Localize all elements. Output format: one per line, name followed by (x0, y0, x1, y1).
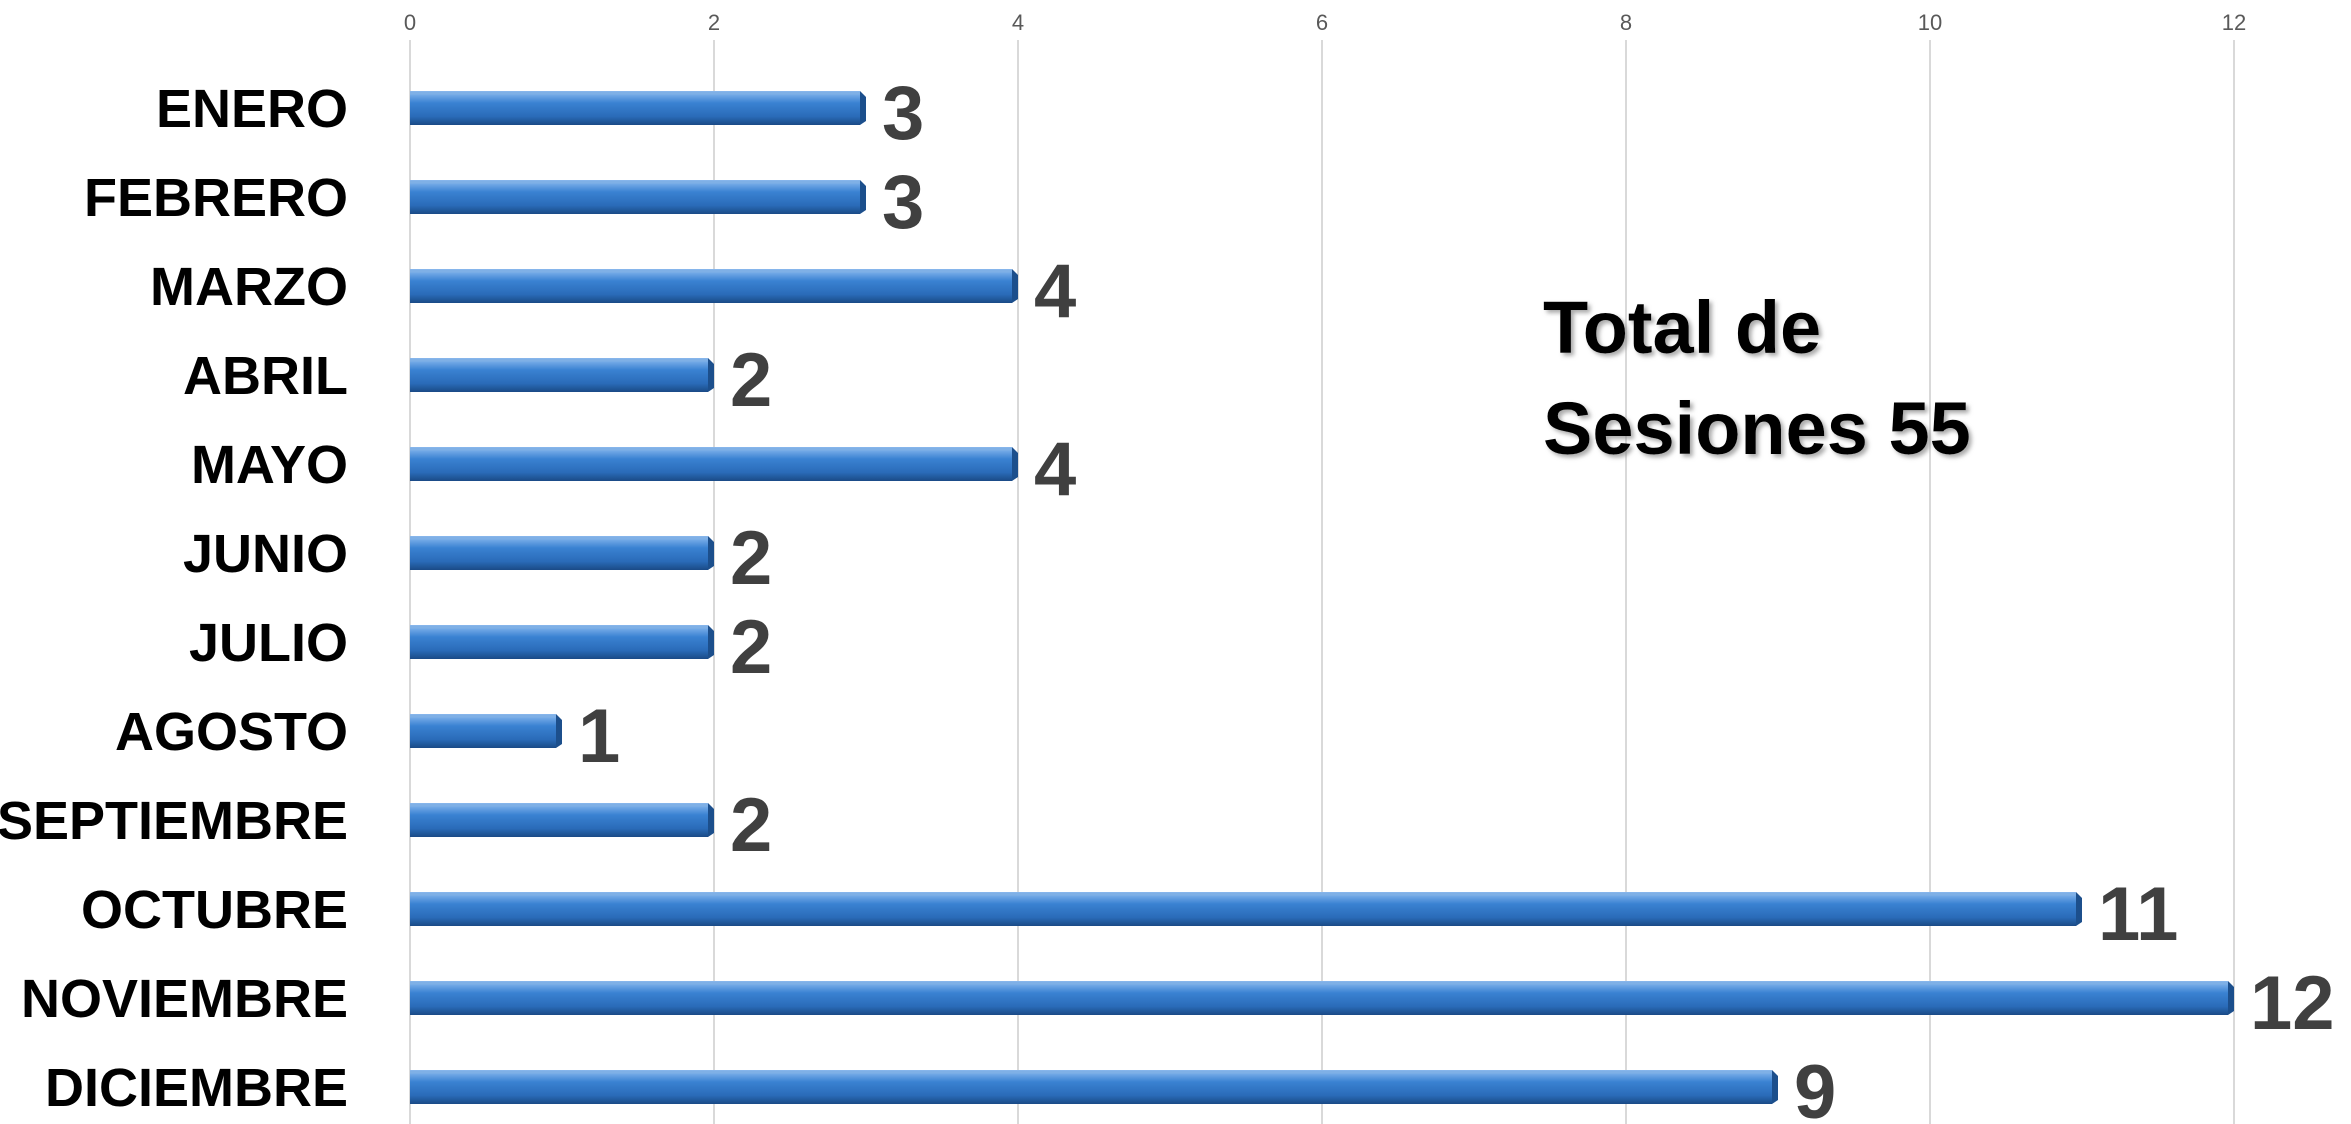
category-label: FEBRERO (84, 168, 348, 228)
bar-end-cap (1772, 1070, 1778, 1104)
bar-body (410, 625, 708, 659)
bar-agosto (410, 714, 562, 748)
category-labels: ENERO FEBRERO MARZO ABRIL MAYO JUNIO JULIO AGOS… (0, 79, 348, 1118)
category-label: ENERO (156, 79, 348, 139)
category-label: MARZO (150, 257, 348, 317)
bar-body (410, 1070, 1772, 1104)
data-label: 2 (730, 783, 772, 868)
bar-mayo (410, 447, 1018, 481)
gridlines (409, 40, 2235, 1124)
data-label: 12 (2250, 961, 2335, 1046)
bar-marzo (410, 269, 1018, 303)
bar-end-cap (860, 91, 866, 125)
data-label: 4 (1034, 249, 1076, 334)
bar-body (410, 180, 860, 214)
bars (410, 91, 2234, 1104)
category-label: ABRIL (183, 346, 348, 406)
x-tick-label: 2 (708, 10, 720, 35)
bar-body (410, 269, 1012, 303)
x-tick-label: 6 (1316, 10, 1328, 35)
bar-body (410, 91, 860, 125)
data-label: 2 (730, 516, 772, 601)
data-label: 1 (578, 694, 620, 779)
x-tick-label: 12 (2222, 10, 2246, 35)
bar-body (410, 892, 2076, 926)
bar-end-cap (708, 358, 714, 392)
bar-septiembre (410, 803, 714, 837)
data-label: 3 (882, 71, 924, 156)
category-label: SEPTIEMBRE (0, 791, 348, 851)
category-label: AGOSTO (115, 702, 348, 762)
bar-octubre (410, 892, 2082, 926)
bar-febrero (410, 180, 866, 214)
data-label: 3 (882, 160, 924, 245)
annotation-line-1: Total de (1543, 286, 1821, 369)
data-label: 2 (730, 605, 772, 690)
bar-end-cap (708, 625, 714, 659)
bar-julio (410, 625, 714, 659)
data-label: 4 (1034, 427, 1076, 512)
bar-body (410, 981, 2228, 1015)
bar-end-cap (556, 714, 562, 748)
bar-diciembre (410, 1070, 1778, 1104)
bar-enero (410, 91, 866, 125)
data-label: 11 (2098, 872, 2178, 957)
x-axis-ticks: 0 2 4 6 8 10 12 (404, 10, 2246, 35)
bar-body (410, 447, 1012, 481)
bar-end-cap (708, 803, 714, 837)
x-tick-label: 8 (1620, 10, 1632, 35)
bar-body (410, 536, 708, 570)
category-label: NOVIEMBRE (21, 969, 348, 1029)
bar-abril (410, 358, 714, 392)
x-tick-label: 0 (404, 10, 416, 35)
bar-end-cap (2076, 892, 2082, 926)
bar-body (410, 803, 708, 837)
x-tick-label: 4 (1012, 10, 1024, 35)
category-label: DICIEMBRE (45, 1058, 348, 1118)
x-tick-label: 10 (1918, 10, 1942, 35)
bar-end-cap (2228, 981, 2234, 1015)
category-label: JUNIO (183, 524, 348, 584)
bar-junio (410, 536, 714, 570)
bar-end-cap (1012, 269, 1018, 303)
bar-end-cap (1012, 447, 1018, 481)
bar-body (410, 714, 556, 748)
annotation-line-2: Sesiones 55 (1543, 387, 1971, 470)
category-label: MAYO (191, 435, 348, 495)
bar-body (410, 358, 708, 392)
category-label: OCTUBRE (81, 880, 348, 940)
category-label: JULIO (189, 613, 348, 673)
bar-noviembre (410, 981, 2234, 1015)
bar-end-cap (860, 180, 866, 214)
data-label: 9 (1794, 1050, 1836, 1124)
bar-end-cap (708, 536, 714, 570)
data-label: 2 (730, 338, 772, 423)
total-annotation: Total de Sesiones 55 (1543, 286, 1971, 470)
